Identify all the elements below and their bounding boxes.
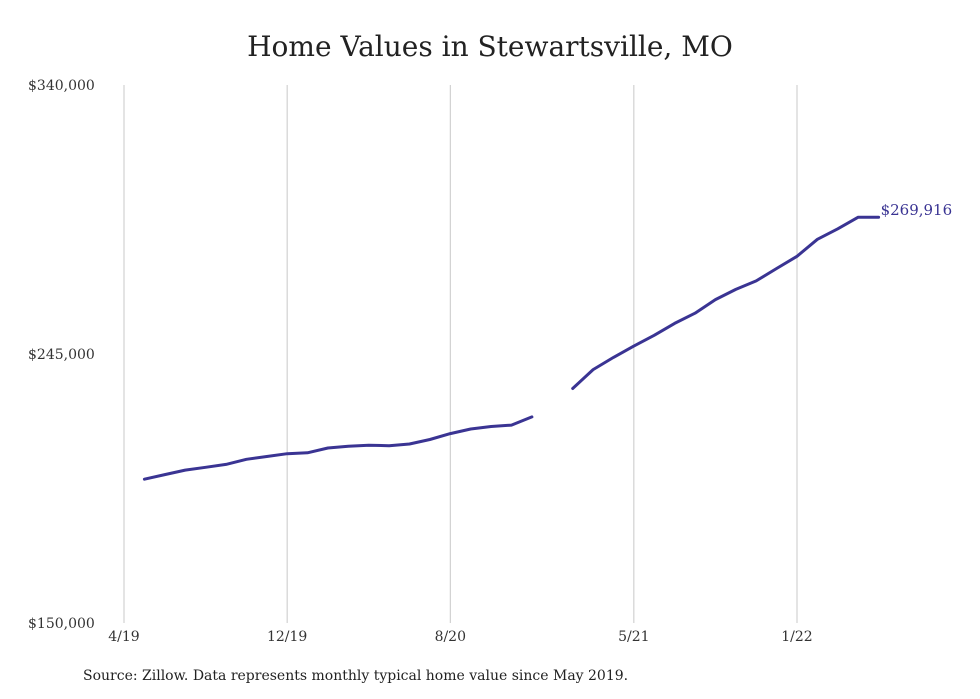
x-tick-label: 8/20 [435, 629, 466, 645]
x-tick-label: 12/19 [267, 629, 307, 645]
y-tick-label: $245,000 [28, 347, 95, 363]
series-line-segment-1 [571, 215, 881, 390]
end-value-label: $269,916 [881, 201, 953, 219]
chart-title: Home Values in Stewartsville, MO [247, 30, 733, 63]
x-axis: 4/19 12/19 8/20 5/21 1/22 [108, 629, 812, 645]
y-axis: $340,000 $245,000 $150,000 [28, 78, 95, 632]
gridlines [123, 85, 798, 623]
x-tick-label: 4/19 [108, 629, 139, 645]
y-tick-label: $150,000 [28, 616, 95, 632]
source-note: Source: Zillow. Data represents monthly … [83, 668, 629, 684]
y-tick-label: $340,000 [28, 78, 95, 94]
data-labels: $269,916 [881, 201, 953, 219]
x-tick-label: 5/21 [618, 629, 649, 645]
series-line-segment-0 [142, 415, 534, 481]
x-tick-label: 1/22 [781, 629, 812, 645]
series-lines [142, 215, 881, 481]
